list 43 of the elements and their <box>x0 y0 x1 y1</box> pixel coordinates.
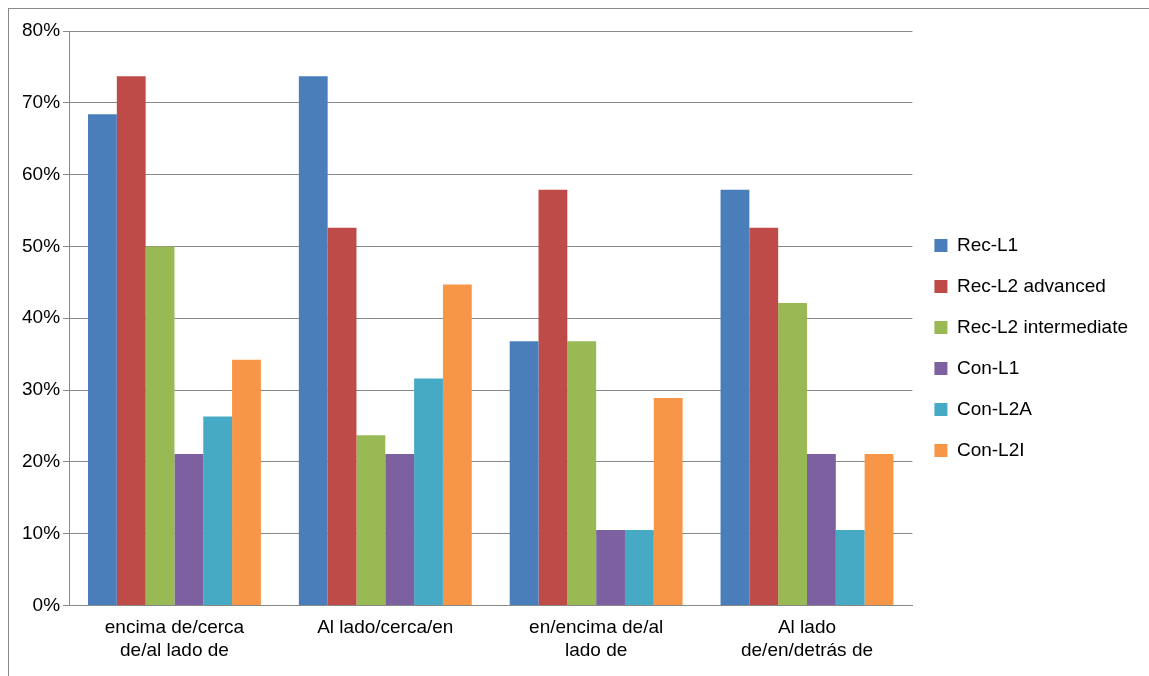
y-tick-label: 20% <box>22 450 61 472</box>
x-tick-label: Al lado/cerca/en <box>317 616 454 638</box>
bar <box>835 530 865 605</box>
y-tick-label: 40% <box>22 306 61 328</box>
y-tick-label: 0% <box>32 593 61 615</box>
legend-label: Con-L1 <box>956 356 1020 378</box>
legend-label: Rec-L1 <box>956 233 1019 255</box>
bar <box>116 76 146 605</box>
y-tick-label: 50% <box>22 234 61 256</box>
bar <box>442 284 472 605</box>
bar <box>356 435 386 605</box>
bar <box>567 341 597 605</box>
bar <box>203 416 233 605</box>
bar <box>414 378 443 605</box>
x-tick-label: encima de/cerca de/al lado de <box>104 616 245 660</box>
bar <box>232 359 261 605</box>
bar <box>88 114 117 605</box>
y-tick-label: 70% <box>22 91 61 113</box>
bar <box>145 246 175 605</box>
bar <box>385 453 415 605</box>
bar <box>778 303 807 605</box>
bar <box>653 397 683 605</box>
bar <box>538 189 568 605</box>
y-tick-label: 10% <box>22 521 61 543</box>
bar <box>327 227 357 605</box>
x-tick-label: Al lado de/en/detrás de <box>740 616 874 660</box>
bar <box>174 453 204 605</box>
bar <box>864 453 894 605</box>
legend-label: Rec-L2 advanced <box>956 274 1106 296</box>
bar <box>806 453 836 605</box>
legend-label: Con-L2I <box>956 438 1025 460</box>
bar <box>509 341 539 605</box>
y-tick-label: 30% <box>22 378 61 400</box>
bar <box>720 189 750 605</box>
bar <box>596 530 625 605</box>
y-tick-label: 80% <box>22 19 61 41</box>
legend-label: Rec-L2 intermediate <box>956 315 1129 337</box>
x-tick-label: en/encima de/al lado de <box>529 616 664 660</box>
legend-label: Con-L2A <box>956 397 1033 419</box>
y-tick-label: 60% <box>22 162 61 184</box>
bar <box>624 530 654 605</box>
bar <box>749 227 779 605</box>
bar <box>298 76 328 605</box>
